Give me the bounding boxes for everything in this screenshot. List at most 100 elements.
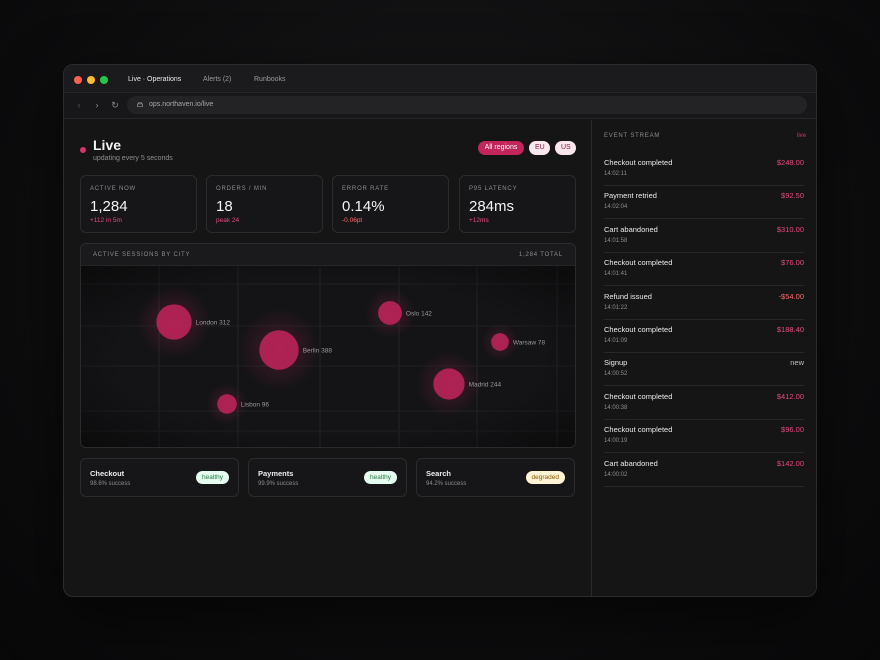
- event-name: Refund issued: [604, 291, 652, 301]
- stat-label: ACTIVE NOW: [90, 186, 137, 192]
- event-name: Cart abandoned: [604, 458, 658, 468]
- stat-label: ERROR RATE: [342, 186, 389, 192]
- status-badge: healthy: [196, 471, 229, 484]
- map-vignette: [81, 266, 575, 447]
- stat-delta: peak 24: [216, 217, 240, 224]
- event-stream-panel: EVENT STREAM live Checkout completed 14:0…: [592, 120, 816, 596]
- status-badge: healthy: [364, 471, 397, 484]
- service-success-rate: 98.6% success: [90, 481, 131, 487]
- tab-live-operations[interactable]: Live · Operations: [128, 76, 182, 83]
- stat-card-error-rate: ERROR RATE 0.14% -0.06pt: [332, 175, 449, 233]
- event-time: 14:01:22: [604, 304, 628, 311]
- event-time: 14:02:04: [604, 204, 628, 211]
- event-row[interactable]: Checkout completed 14:01:41 $76.00: [604, 253, 804, 287]
- service-success-rate: 99.9% success: [258, 481, 299, 487]
- stat-delta: -0.06pt: [342, 217, 363, 224]
- stat-delta: +12ms: [469, 217, 489, 224]
- event-row[interactable]: Cart abandoned 14:00:02 $142.00: [604, 454, 804, 487]
- address-bar: ‹ › ↻ ops.northaven.io/live: [64, 93, 816, 119]
- event-amount: $248.00: [776, 158, 804, 167]
- stat-label: ORDERS / MIN: [216, 186, 268, 192]
- event-time: 14:00:52: [604, 371, 628, 378]
- map-total: 1,284 TOTAL: [518, 252, 563, 258]
- stat-value: 1,284: [90, 198, 128, 215]
- event-row[interactable]: Checkout completed 14:02:11 $248.00: [604, 153, 804, 186]
- page-subtitle: updating every 5 seconds: [93, 155, 173, 162]
- region-filter-all[interactable]: All regions: [478, 141, 524, 155]
- stat-label: P95 LATENCY: [469, 186, 518, 192]
- event-row[interactable]: Checkout completed 14:01:09 $188.40: [604, 320, 804, 353]
- url-field[interactable]: ops.northaven.io/live: [127, 96, 807, 114]
- event-row[interactable]: Cart abandoned 14:01:58 $310.00: [604, 220, 804, 253]
- dashboard-main: Live updating every 5 seconds All region…: [64, 120, 591, 596]
- event-name: Checkout completed: [604, 391, 673, 401]
- stat-value: 284ms: [469, 198, 515, 215]
- event-amount: $142.00: [776, 458, 804, 468]
- event-time: 14:02:11: [604, 171, 627, 177]
- event-name: Checkout completed: [604, 158, 673, 167]
- event-row[interactable]: Checkout completed 14:00:19 $96.00: [604, 420, 804, 454]
- minimize-window-button[interactable]: [87, 76, 95, 84]
- live-indicator-icon: [80, 147, 86, 153]
- browser-window: Live · Operations Alerts (2) Runbooks ‹ …: [63, 64, 817, 597]
- service-name: Search: [426, 469, 452, 478]
- map-title: ACTIVE SESSIONS BY CITY: [93, 252, 191, 258]
- event-name: Cart abandoned: [604, 224, 658, 234]
- event-amount: $188.40: [776, 325, 804, 334]
- event-amount: $310.00: [776, 224, 804, 234]
- tab-runbooks[interactable]: Runbooks: [254, 76, 286, 83]
- event-name: Checkout completed: [604, 325, 673, 334]
- region-filter-us[interactable]: US: [555, 141, 576, 155]
- stat-card-active-now: ACTIVE NOW 1,284 +112 in 5m: [80, 175, 197, 233]
- event-amount: $96.00: [781, 425, 804, 435]
- event-time: 14:01:09: [604, 338, 628, 344]
- stat-card-p95-latency: P95 LATENCY 284ms +12ms: [459, 175, 576, 233]
- service-name: Payments: [258, 469, 294, 478]
- panel-divider: [591, 120, 592, 596]
- stat-value: 0.14%: [342, 198, 385, 215]
- event-time: 14:01:41: [604, 271, 628, 278]
- event-time: 14:01:58: [604, 237, 628, 244]
- event-time: 14:00:19: [604, 438, 628, 445]
- event-amount: $92.50: [781, 191, 804, 201]
- service-card-checkout[interactable]: Checkout 98.6% success healthy: [80, 458, 239, 497]
- event-name: Signup: [604, 358, 628, 368]
- tab-alerts[interactable]: Alerts (2): [203, 76, 232, 83]
- event-name: Checkout completed: [604, 425, 673, 435]
- region-filter-eu[interactable]: EU: [529, 141, 550, 155]
- stat-delta: +112 in 5m: [90, 217, 122, 224]
- status-badge: degraded: [525, 471, 565, 484]
- forward-arrow-icon[interactable]: ›: [95, 100, 99, 110]
- event-row[interactable]: Checkout completed 14:00:38 $412.00: [604, 387, 804, 420]
- stat-card-orders-per-min: ORDERS / MIN 18 peak 24: [206, 175, 323, 233]
- event-row[interactable]: Signup 14:00:52 new: [604, 353, 804, 387]
- event-amount: $412.00: [776, 391, 804, 401]
- lock-icon: [137, 102, 143, 107]
- stat-value: 18: [216, 198, 233, 215]
- event-name: Checkout completed: [604, 258, 673, 268]
- event-amount: $76.00: [781, 258, 804, 268]
- title-bar: Live · Operations Alerts (2) Runbooks: [64, 65, 816, 93]
- event-name: Payment retried: [604, 191, 657, 201]
- event-time: 14:00:38: [604, 404, 628, 411]
- event-amount: -$54.00: [778, 291, 804, 301]
- event-row[interactable]: Refund issued 14:01:22 -$54.00: [604, 287, 804, 320]
- close-window-button[interactable]: [74, 76, 82, 84]
- event-amount: new: [790, 358, 804, 368]
- map-header: ACTIVE SESSIONS BY CITY 1,284 TOTAL: [81, 244, 575, 266]
- event-row[interactable]: Payment retried 14:02:04 $92.50: [604, 186, 804, 220]
- service-card-payments[interactable]: Payments 99.9% success healthy: [248, 458, 407, 497]
- event-time: 14:00:02: [604, 471, 628, 478]
- sessions-bubble-map: London 312Berlin 388Oslo 142Warsaw 78Mad…: [81, 266, 575, 447]
- reload-icon[interactable]: ↻: [111, 100, 119, 110]
- maximize-window-button[interactable]: [100, 76, 108, 84]
- event-stream-live-label: live: [796, 133, 806, 139]
- service-success-rate: 94.2% success: [426, 481, 467, 487]
- service-name: Checkout: [90, 469, 125, 478]
- event-stream-title: EVENT STREAM: [604, 133, 661, 139]
- url-text: ops.northaven.io/live: [149, 101, 214, 108]
- back-arrow-icon[interactable]: ‹: [77, 100, 81, 110]
- service-card-search[interactable]: Search 94.2% success degraded: [416, 458, 575, 497]
- page-title: Live: [93, 137, 122, 153]
- sessions-map-card: ACTIVE SESSIONS BY CITY 1,284 TOTAL Lond…: [80, 243, 576, 448]
